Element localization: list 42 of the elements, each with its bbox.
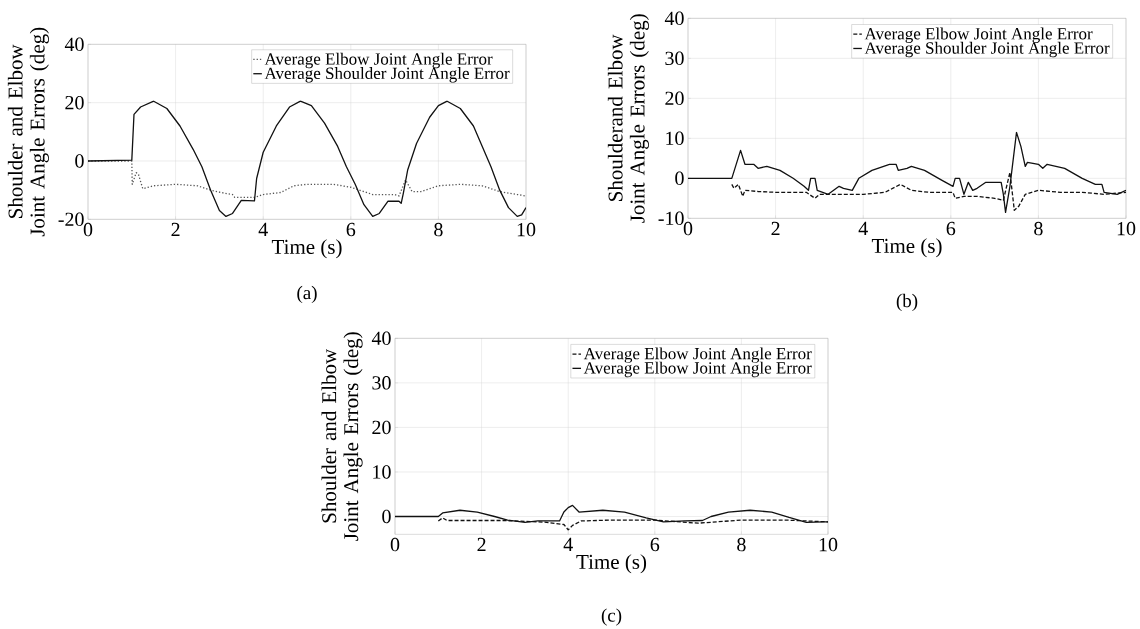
y-tick-label: 10 [373,465,391,479]
y-tick-label: 0 [382,509,391,524]
x-tick-label: 10 [517,222,536,237]
y-tick-label: 40 [371,331,391,346]
text: (a) [297,285,317,304]
y-tick-label: 40 [64,37,84,52]
x-axis-title: Time (s) [271,239,342,259]
x-tick-label: 6 [650,537,660,552]
y-tick-label: 10 [666,131,684,146]
y-axis-title: Shoulder and Elbow Joint Angle Errors (deg) [321,332,363,541]
x-tick-label: 2 [171,222,180,237]
text: (c) [601,608,622,626]
x-tick-label: 10 [1117,221,1136,236]
legend-label: Average Shoulder Joint Angle Error [864,41,1110,58]
y-axis-title: Shoulder and Elbow Joint Angle Errors (deg) [7,27,49,237]
x-tick-label: 4 [563,537,573,552]
y-tick-label: 20 [372,420,391,435]
y-tick-label: 20 [65,95,84,110]
x-tick-label: 4 [858,221,868,236]
x-tick-label: 8 [1034,221,1043,236]
y-tick-label: 0 [675,171,684,186]
y-tick-label: 30 [372,376,391,390]
y-tick-label: 0 [75,154,84,168]
x-tick-label: 4 [258,222,268,237]
legend-label: Average Shoulder Joint Angle Error [264,67,510,83]
y-tick-label: 30 [665,51,684,66]
x-axis-title: Time (s) [871,238,942,258]
y-axis-title: Shoulderand Elbow Joint Angle Errors (deg) [607,14,649,223]
x-tick-label: 6 [346,222,356,237]
x-tick-label: 2 [477,537,486,552]
y-tick-label: -10 [658,211,684,226]
y-tick-label: -20 [58,212,84,227]
x-tick-label: 8 [737,537,746,552]
x-tick-label: 6 [946,221,956,236]
y-tick-label: 40 [664,11,684,26]
legend-label: Average Elbow Joint Angle Error [583,361,812,378]
y-tick-label: 20 [665,91,684,106]
x-tick-label: 10 [819,537,838,552]
x-tick-label: 8 [434,222,443,237]
x-tick-label: 2 [771,221,780,236]
text: (b) [896,293,918,312]
x-axis-title: Time (s) [576,554,647,574]
